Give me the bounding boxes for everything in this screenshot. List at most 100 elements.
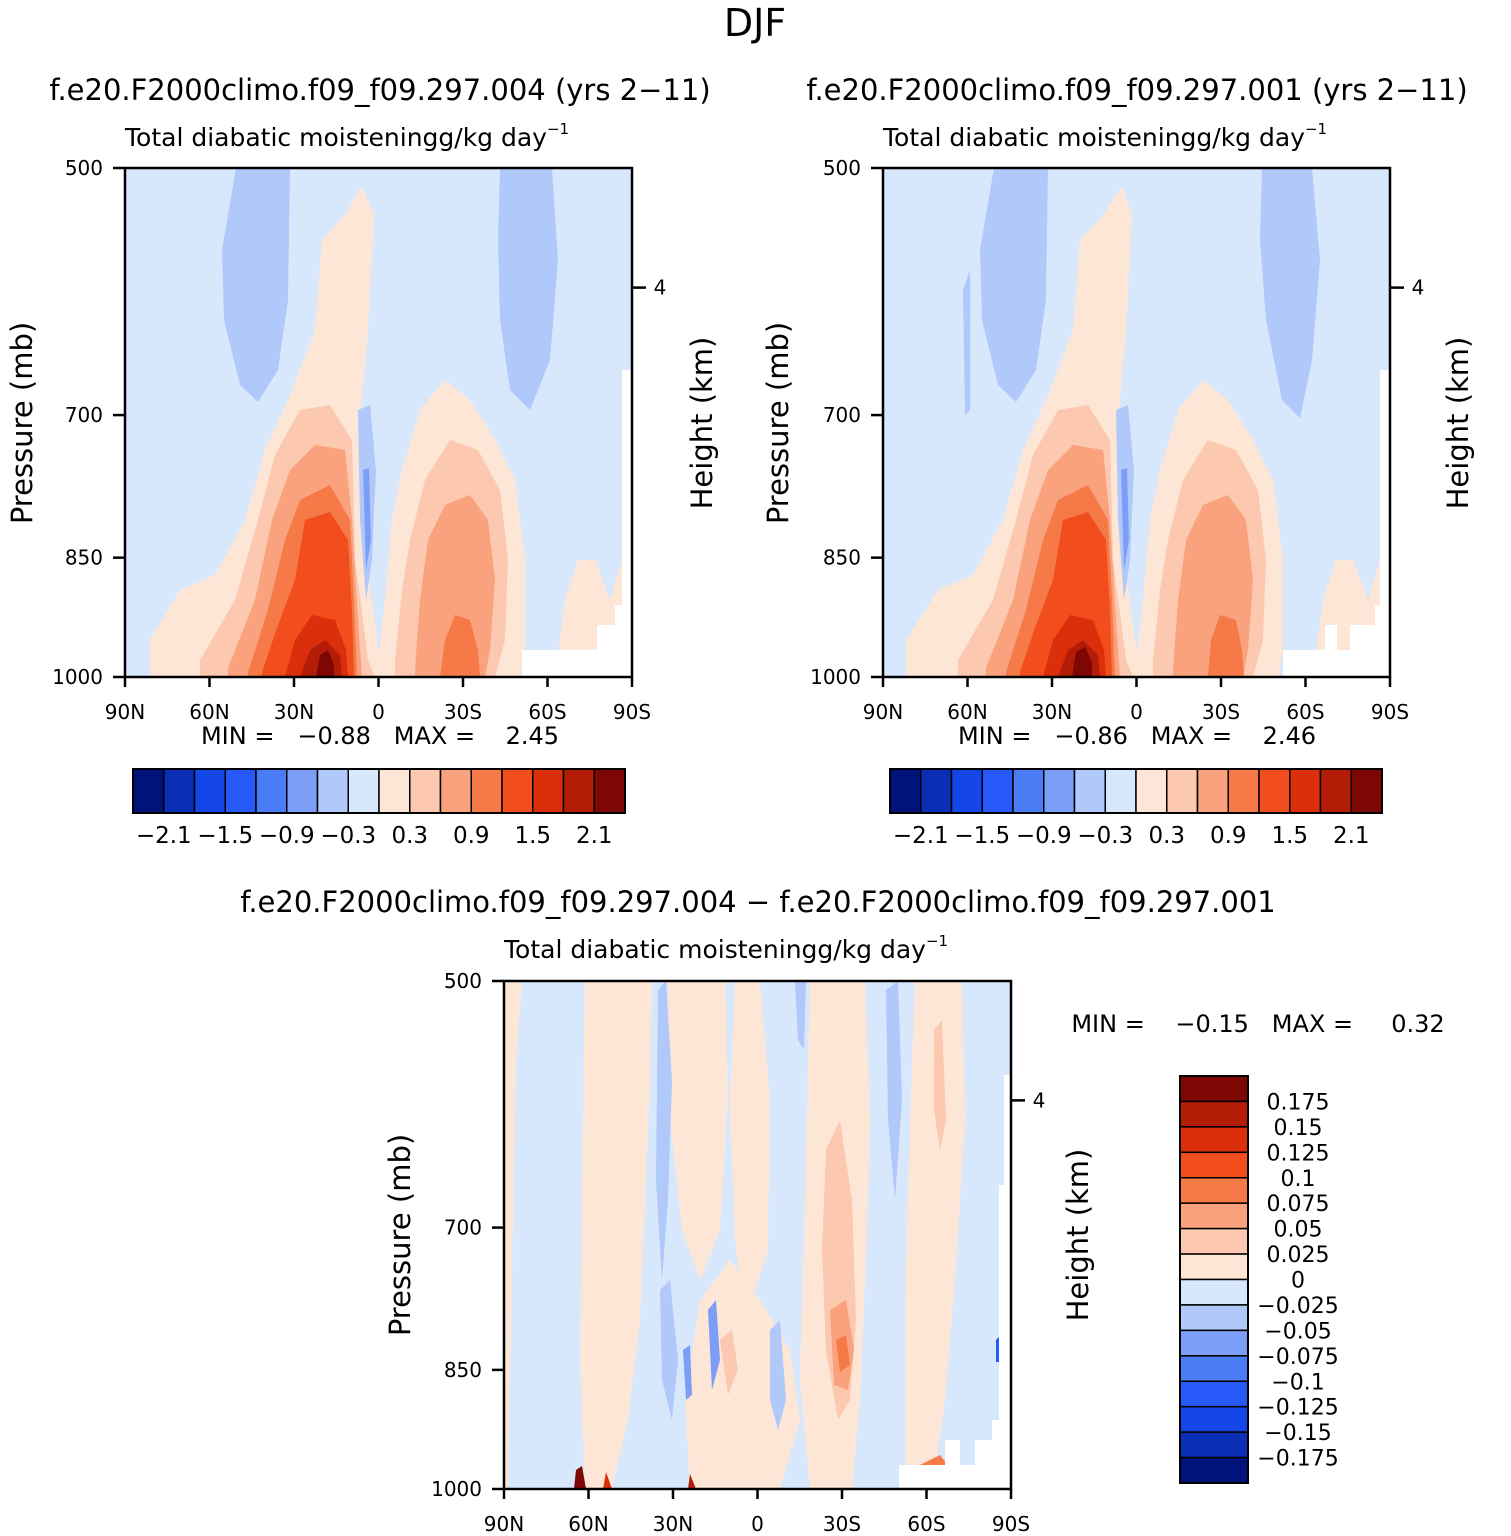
y-tick-label: 1000 [810, 665, 861, 689]
panel-b-colorbar: −2.1 −1.5 −0.9 −0.3 0.3 0.9 1.5 2.1 [889, 768, 1383, 849]
panel-d-pos-band-4 [730, 981, 770, 1320]
x-tick-label: 90N [105, 700, 145, 724]
colorbar-swatch [1179, 1431, 1249, 1459]
panel-d-pos-core-60n [574, 1466, 586, 1489]
colorbar-swatch [532, 768, 565, 814]
panel-a-y2label: Height (km) [685, 337, 719, 510]
colorbar-swatch [950, 768, 983, 814]
colorbar-swatch [1196, 768, 1229, 814]
colorbar-swatch [1179, 1253, 1249, 1281]
colorbar-swatch [409, 768, 442, 814]
panel-d-unit-exponent: −1 [926, 932, 948, 950]
colorbar-label: −2.1 [136, 823, 192, 849]
colorbar-swatch [1179, 1227, 1249, 1255]
panel-a-moist-nh-l8 [316, 650, 334, 677]
colorbar-label: −0.9 [1016, 823, 1072, 849]
colorbar-swatch [889, 768, 922, 814]
panel-d-colorbar: 0.1750.150.1250.10.0750.050.0250−0.025−0… [1179, 1075, 1339, 1484]
colorbar-swatch [378, 768, 411, 814]
panel-d-contour-field [504, 981, 1011, 1489]
panel-d-pos-band-6 [905, 981, 965, 1489]
panel-a-case-title: f.e20.F2000climo.f09_f09.297.004 (yrs 2−… [49, 73, 710, 107]
figure-title: DJF [724, 1, 786, 45]
panel-a-contour-field [125, 168, 632, 677]
colorbar-label: 2.1 [1333, 823, 1370, 849]
colorbar-swatch [1166, 768, 1199, 814]
panel-d-neg-core-3 [660, 1280, 678, 1420]
colorbar-swatch [255, 768, 288, 814]
panel-b-y2label: Height (km) [1441, 337, 1475, 510]
colorbar-label: −1.5 [197, 823, 253, 849]
colorbar-swatch [163, 768, 196, 814]
x-tick-label: 60S [907, 1512, 945, 1536]
y-tick-label: 700 [65, 403, 103, 427]
panel-d-pos-core-60s [934, 1020, 946, 1150]
colorbar-swatch [132, 768, 165, 814]
y-tick-label: 700 [444, 1216, 482, 1240]
panel-a-colorbar: −2.1 −1.5 −0.9 −0.3 0.3 0.9 1.5 2.1 [132, 768, 626, 849]
colorbar-label: 0.075 [1267, 1192, 1330, 1217]
colorbar-swatch [1227, 768, 1260, 814]
colorbar-label: 0.3 [391, 823, 428, 849]
panel-b-axes: 90N 60N 30N 0 30S 60S 90S 500 700 850 1000 4 [810, 156, 1424, 724]
y-tick-label: 850 [444, 1358, 482, 1382]
panel-d-neg-core-5 [795, 981, 806, 1050]
panel-b-ylabel: Pressure (mb) [761, 322, 795, 524]
x-tick-label: 0 [1130, 700, 1143, 724]
colorbar-swatch [1179, 1380, 1249, 1408]
y-tick-label: 1000 [52, 665, 103, 689]
panel-d-variable-title: Total diabatic moisteningg/kg day−1 [503, 932, 948, 964]
panel-a-variable-title: Total diabatic moisteningg/kg day−1 [124, 120, 569, 152]
panel-d-pos-core-eq [720, 1330, 738, 1395]
colorbar-label: −0.9 [259, 823, 315, 849]
colorbar-swatch [1179, 1278, 1249, 1306]
colorbar-label: 0.025 [1267, 1243, 1330, 1268]
colorbar-swatch [1135, 768, 1168, 814]
x-tick-label: 90S [1371, 700, 1409, 724]
panel-d-neg-core-6 [770, 1320, 786, 1430]
colorbar-label: −1.5 [954, 823, 1010, 849]
panel-a-drying-eq-core [363, 468, 371, 570]
panel-d-neg-core-1 [656, 981, 672, 1280]
panel-d-missing-mask [899, 1075, 1011, 1489]
colorbar-swatch [347, 768, 380, 814]
panel-d-ylabel: Pressure (mb) [383, 1134, 417, 1336]
colorbar-label: −0.175 [1257, 1447, 1338, 1472]
colorbar-swatch [224, 768, 257, 814]
x-tick-label: 90S [613, 700, 651, 724]
x-tick-label: 30S [444, 700, 482, 724]
panel-d-y2label: Height (km) [1061, 1149, 1095, 1322]
colorbar-swatch [981, 768, 1014, 814]
panel-d-pos-band-1 [504, 981, 522, 1489]
x-tick-label: 60S [528, 700, 566, 724]
colorbar-swatch [1179, 1151, 1249, 1179]
colorbar-label: −0.025 [1257, 1294, 1338, 1319]
x-tick-label: 60N [189, 700, 229, 724]
panel-b-variable-title: Total diabatic moisteningg/kg day−1 [882, 120, 1327, 152]
colorbar-label: 0 [1291, 1269, 1305, 1294]
colorbar-swatch [1179, 1329, 1249, 1357]
panel-a-moist-sh-l4 [440, 615, 480, 677]
panel-difference: f.e20.F2000climo.f09_f09.297.004 − f.e20… [240, 885, 1444, 1536]
colorbar-label: 0.9 [1210, 823, 1247, 849]
colorbar-label: −0.3 [1077, 823, 1133, 849]
panel-d-neg-core-4 [708, 1300, 720, 1390]
x-tick-label: 0 [372, 700, 385, 724]
colorbar-swatch [1043, 768, 1076, 814]
colorbar-label: −0.075 [1257, 1345, 1338, 1370]
colorbar-label: 1.5 [1271, 823, 1308, 849]
panel-a-drying-sh [498, 168, 558, 410]
panel-d-pos-core-30s-c [836, 1335, 850, 1372]
colorbar-swatch [593, 768, 626, 814]
x-tick-label: 30N [274, 700, 314, 724]
colorbar-swatch [501, 768, 534, 814]
colorbar-label: −0.15 [1264, 1421, 1331, 1446]
panel-b-drying-nh [980, 168, 1048, 402]
colorbar-swatch [1179, 1177, 1249, 1204]
x-tick-label: 90S [992, 1512, 1030, 1536]
y-tick-label: 850 [65, 546, 103, 570]
colorbar-swatch [439, 768, 472, 814]
colorbar-swatch [1179, 1100, 1249, 1128]
panel-d-pos-core-60n-b [603, 1472, 612, 1489]
